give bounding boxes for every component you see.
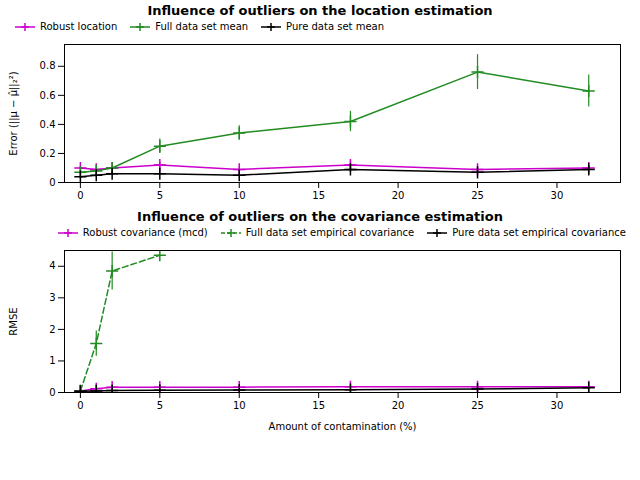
html-text:Influence of outliers on the l: Influence of outliers on the location es… <box>147 3 493 18</box>
svg-text:0: 0 <box>77 400 83 411</box>
svg-text:5: 5 <box>157 400 163 411</box>
svg-text:Amount of contamination (%): Amount of contamination (%) <box>269 421 417 432</box>
html-text:Robust covariance (mcd): Robust covariance (mcd) <box>82 227 208 238</box>
svg-text:0: 0 <box>49 177 55 188</box>
html-text:Full data set empirical covari: Full data set empirical covariance <box>245 227 415 238</box>
svg-text:0: 0 <box>77 190 83 201</box>
svg-text:10: 10 <box>233 400 246 411</box>
svg-text:0.2: 0.2 <box>40 148 56 159</box>
html-text:Robust location: Robust location <box>40 21 118 32</box>
svg-text:2: 2 <box>49 324 55 335</box>
svg-text:0.6: 0.6 <box>40 90 56 101</box>
svg-text:Error (||μ − μ̂||₂²): Error (||μ − μ̂||₂²) <box>8 71 20 155</box>
svg-text:10: 10 <box>233 190 246 201</box>
svg-text:0.8: 0.8 <box>40 60 56 71</box>
svg-text:15: 15 <box>312 190 325 201</box>
html-text:Influence of outliers on the c: Influence of outliers on the covariance … <box>137 209 503 224</box>
svg-text:RMSE: RMSE <box>8 307 19 335</box>
svg-text:4: 4 <box>49 260 55 271</box>
svg-text:20: 20 <box>392 190 405 201</box>
svg-text:1: 1 <box>49 355 55 366</box>
svg-text:3: 3 <box>49 292 55 303</box>
html-text:Pure data set empirical covari: Pure data set empirical covariance <box>452 227 626 238</box>
svg-text:25: 25 <box>471 400 484 411</box>
html-text:Full data set mean: Full data set mean <box>155 21 249 32</box>
svg-text:20: 20 <box>392 400 405 411</box>
svg-text:25: 25 <box>471 190 484 201</box>
svg-text:15: 15 <box>312 400 325 411</box>
svg-text:30: 30 <box>551 400 564 411</box>
svg-text:0.4: 0.4 <box>40 119 56 130</box>
svg-text:30: 30 <box>551 190 564 201</box>
svg-text:5: 5 <box>157 190 163 201</box>
svg-text:0: 0 <box>49 387 55 398</box>
html-text:Pure data set mean: Pure data set mean <box>286 21 385 32</box>
